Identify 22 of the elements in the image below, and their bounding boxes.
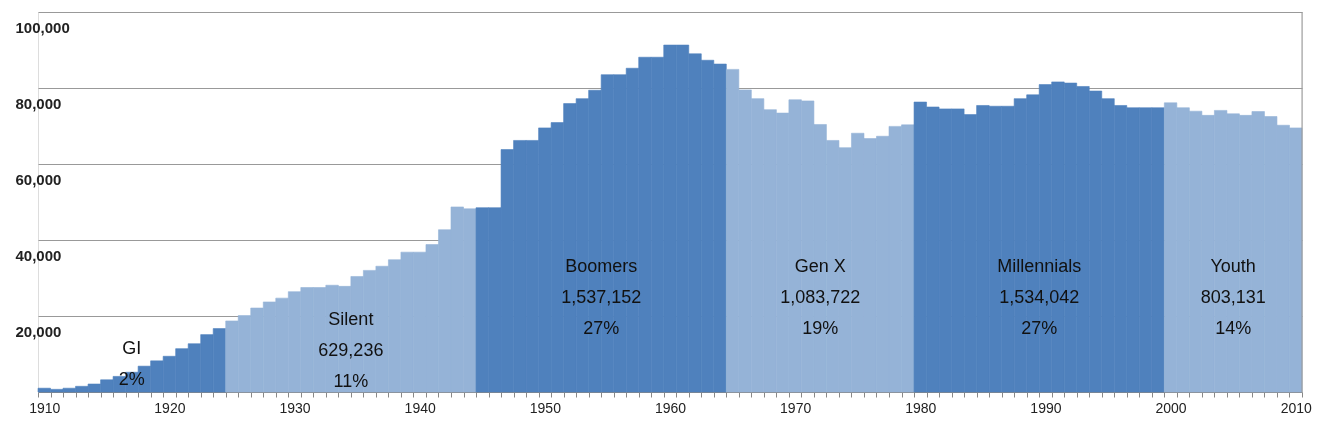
y-tick-label: 20,000 (15, 322, 62, 340)
x-tick-label: 1940 (404, 399, 436, 416)
x-tick-label: 1920 (154, 399, 186, 416)
y-tick-label: 80,000 (15, 94, 62, 112)
x-tick-label: 1960 (654, 399, 687, 416)
annotation: Silent 629,236 11% (318, 308, 384, 391)
x-tick-label: 1950 (529, 399, 562, 416)
annotation: Boomers 1,537,152 27% (561, 255, 642, 338)
x-tick-label: 1980 (905, 399, 937, 416)
x-tick-label: 2000 (1155, 399, 1187, 416)
y-tick-label: 40,000 (15, 246, 62, 264)
annotation: Gen X 1,083,722 19% (780, 255, 861, 338)
annotation: GI 2% (118, 338, 145, 390)
annotation: Millennials 1,534,042 27% (997, 255, 1082, 338)
x-tick-label: 1970 (780, 399, 812, 416)
x-tick-label: 2010 (1280, 399, 1313, 416)
x-tick-label: 1910 (29, 399, 61, 416)
y-tick-label: 60,000 (15, 170, 62, 188)
x-tick-label: 1990 (1030, 399, 1062, 416)
annotation: Youth 803,131 14% (1200, 255, 1266, 338)
y-tick-label: 100,000 (15, 18, 70, 36)
x-tick-label: 1930 (279, 399, 311, 416)
